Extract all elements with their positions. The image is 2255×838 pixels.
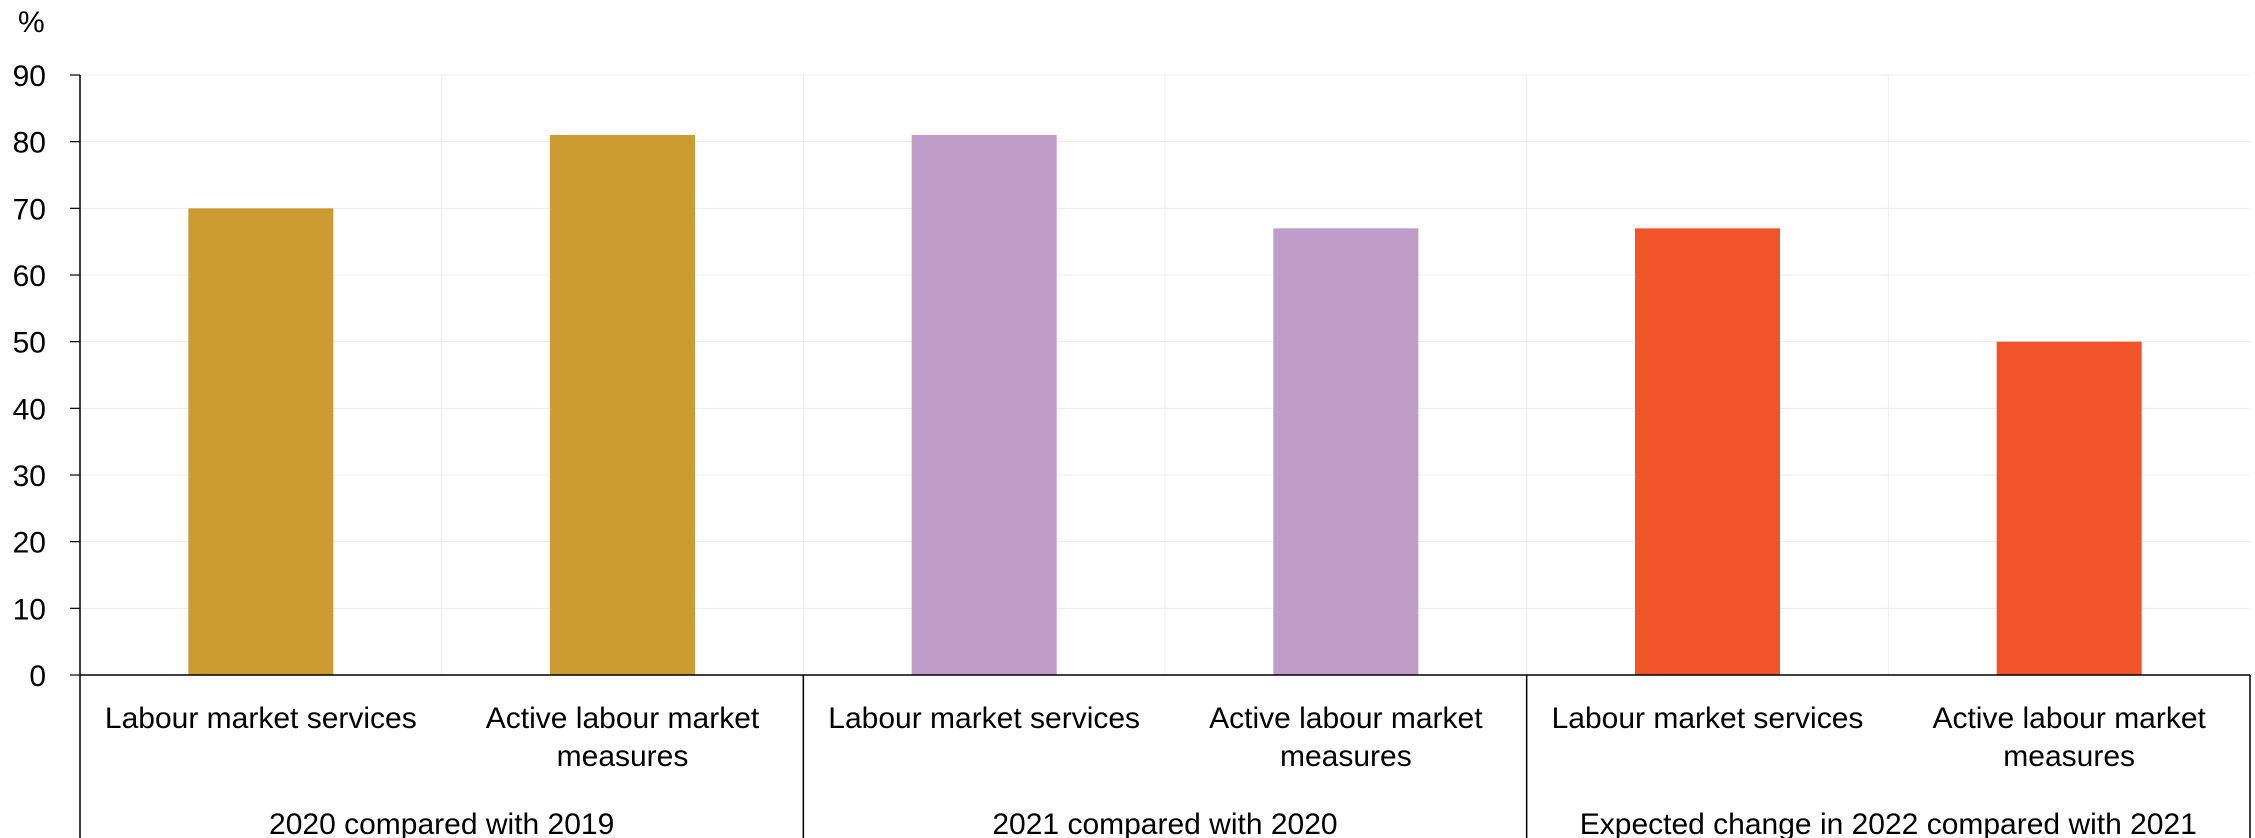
bar-2-1	[912, 135, 1057, 675]
category-label: Labour market services	[828, 702, 1140, 735]
labels: % 0 10 20 30 40 50 60 70 80 90 Labour market servi…	[13, 6, 2207, 838]
category-label: Labour market services	[1552, 702, 1864, 735]
y-tick-label: 10	[13, 593, 46, 626]
group-label: 2020 compared with 2019	[269, 808, 614, 838]
group-label: 2021 compared with 2020	[992, 808, 1337, 838]
category-label: Active labour market measures	[1209, 702, 1483, 773]
group-label: Expected change in 2022 compared with 20…	[1580, 808, 2197, 838]
category-label: Active labour market measures	[486, 702, 760, 773]
y-tick-label: 0	[29, 660, 46, 693]
y-tick-label: 20	[13, 527, 46, 560]
bar-3-1	[1635, 228, 1780, 675]
bar-1-2	[550, 135, 695, 675]
bar-2-2	[1273, 228, 1418, 675]
category-label: Active labour market measures	[1932, 702, 2206, 773]
y-tick-label: 30	[13, 460, 46, 493]
category-label: Labour market services	[105, 702, 417, 735]
y-tick-label: 70	[13, 193, 46, 226]
y-tick-label: 90	[13, 60, 46, 93]
y-tick-label: 80	[13, 127, 46, 160]
y-tick-label: 60	[13, 260, 46, 293]
y-tick-label: 40	[13, 393, 46, 426]
y-tick-label: 50	[13, 327, 46, 360]
y-axis-unit-label: %	[18, 6, 45, 39]
grid-lines	[80, 75, 2250, 675]
bar-3-2	[1997, 342, 2142, 675]
bar-1-1	[188, 208, 333, 675]
